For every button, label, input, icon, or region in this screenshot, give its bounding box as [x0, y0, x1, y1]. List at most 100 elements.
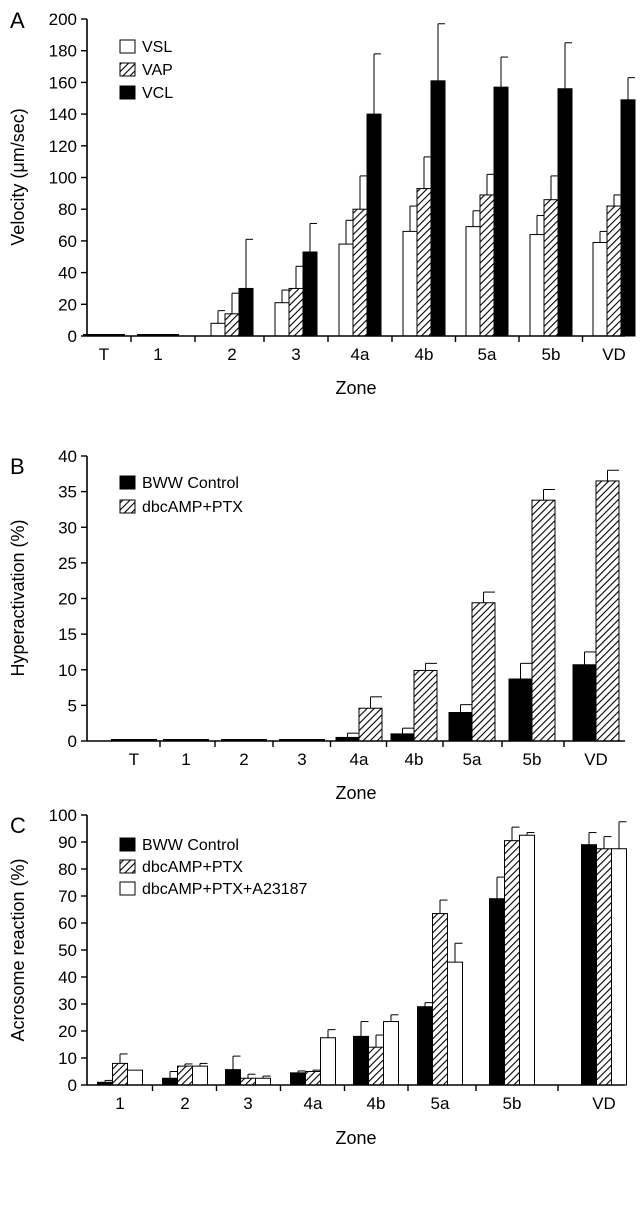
- bar-vcl-vd: [620, 99, 636, 337]
- bar-dbcamp-ptx-2: [177, 1065, 193, 1086]
- y-tick-label: 20: [58, 590, 77, 609]
- bar-vcl-5a: [493, 86, 509, 337]
- x-tick-label: 3: [297, 750, 306, 769]
- x-axis-title: Zone: [335, 1128, 376, 1148]
- bar-vsl-3: [274, 302, 290, 337]
- bar-dbcamp-ptx-5b: [504, 840, 520, 1086]
- legend-swatch-dbcamp-ptx-a23187: [119, 881, 136, 896]
- y-tick-label: 60: [58, 232, 77, 251]
- bar-dbcamp-ptx-4b: [368, 1046, 384, 1086]
- bar-vsl-4a: [338, 243, 354, 337]
- x-tick-label: 4a: [350, 750, 369, 769]
- legend-swatch-dbcamp-ptx: [119, 859, 136, 874]
- y-tick-label: 160: [49, 73, 77, 92]
- x-tick-label: VD: [584, 750, 608, 769]
- bar-vcl-4a: [366, 113, 382, 337]
- y-tick-label: 30: [58, 995, 77, 1014]
- bar-dbcamp-ptx-4b: [413, 669, 438, 742]
- legend-label-bww-control: BWW Control: [142, 475, 239, 492]
- y-axis-title: Acrosome reaction (%): [8, 858, 28, 1041]
- y-tick-label: 100: [49, 806, 77, 825]
- bar-dbcamp-ptx-vd: [596, 848, 612, 1086]
- panel-letter: C: [10, 813, 26, 838]
- y-tick-label: 25: [58, 554, 77, 573]
- x-tick-label: 5b: [542, 345, 561, 364]
- x-tick-label: VD: [592, 1094, 616, 1113]
- y-tick-label: 40: [58, 447, 77, 466]
- x-tick-label: 5a: [431, 1094, 450, 1113]
- bar-vap-5a: [479, 194, 495, 337]
- legend-label-dbcamp-ptx-a23187: dbcAMP+PTX+A23187: [142, 881, 308, 898]
- panel-a: A Velocity (μm/sec) Zone 0 20 40 60 80 100 120 140…: [8, 8, 636, 398]
- y-tick-label: 15: [58, 625, 77, 644]
- x-axis-title: Zone: [335, 783, 376, 803]
- bar-bww-control-3: [225, 1069, 241, 1086]
- legend-swatch-bww-control: [119, 475, 136, 490]
- bar-bww-control-vd: [581, 844, 597, 1086]
- bar-bww-control-4b: [353, 1035, 369, 1086]
- legend-swatch-vcl: [119, 85, 136, 100]
- y-tick-label: 0: [68, 732, 77, 751]
- y-tick-label: 20: [58, 295, 77, 314]
- bar-vap-5b: [543, 199, 559, 337]
- y-tick-label: 40: [58, 968, 77, 987]
- bar-vap-3: [288, 287, 304, 337]
- x-tick-label: 4b: [415, 345, 434, 364]
- bar-dbcamp-ptx-a23187-4a: [320, 1037, 336, 1086]
- bar-dbcamp-ptx-vd: [595, 480, 620, 742]
- legend-label-vap: VAP: [142, 62, 173, 79]
- bar-vcl-2: [238, 287, 254, 337]
- x-tick-label: 5b: [523, 750, 542, 769]
- bar-bww-control-4b: [390, 733, 415, 742]
- y-tick-label: 50: [58, 941, 77, 960]
- y-axis-title: Velocity (μm/sec): [8, 108, 28, 245]
- x-tick-label: 3: [291, 345, 300, 364]
- x-tick-label: 4b: [405, 750, 424, 769]
- y-tick-label: 60: [58, 914, 77, 933]
- bar-bww-control-5b: [508, 678, 533, 742]
- legend-label-dbcamp-ptx: dbcAMP+PTX: [142, 859, 243, 876]
- bar-dbcamp-ptx-a23187-4b: [383, 1021, 399, 1086]
- legend-label-vcl: VCL: [142, 85, 173, 102]
- bar-vsl-2: [210, 322, 226, 337]
- y-tick-label: 180: [49, 42, 77, 61]
- y-tick-label: 10: [58, 661, 77, 680]
- y-tick-label: 80: [58, 200, 77, 219]
- bar-bww-control-5a: [417, 1006, 433, 1086]
- panel-letter: A: [10, 8, 25, 33]
- bar-dbcamp-ptx-a23187-2: [192, 1065, 208, 1086]
- bar-dbcamp-ptx-5b: [531, 499, 556, 742]
- x-tick-label: 4a: [351, 345, 370, 364]
- y-tick-label: 120: [49, 137, 77, 156]
- bar-vap-vd: [606, 205, 622, 337]
- bar-dbcamp-ptx-a23187-3: [255, 1077, 271, 1086]
- x-tick-label: 2: [227, 345, 236, 364]
- x-tick-label: 5a: [463, 750, 482, 769]
- y-tick-label: 70: [58, 887, 77, 906]
- bar-bww-control-2: [162, 1077, 178, 1086]
- bar-vcl-3: [302, 251, 318, 337]
- y-tick-label: 100: [49, 169, 77, 188]
- legend-label-bww-control: BWW Control: [142, 837, 239, 854]
- bar-dbcamp-ptx-1: [112, 1062, 128, 1086]
- x-tick-label: 5b: [503, 1094, 522, 1113]
- legend-swatch-bww-control: [119, 837, 136, 852]
- y-axis-title: Hyperactivation (%): [8, 519, 28, 676]
- y-tick-label: 40: [58, 264, 77, 283]
- x-tick-label: T: [129, 750, 139, 769]
- bar-dbcamp-ptx-5a: [471, 602, 496, 742]
- bar-bww-control-5b: [489, 898, 505, 1086]
- x-tick-label: 1: [153, 345, 162, 364]
- legend-label-dbcamp-ptx: dbcAMP+PTX: [142, 499, 243, 516]
- bar-dbcamp-ptx-a23187-1: [127, 1069, 143, 1086]
- y-tick-label: 5: [68, 696, 77, 715]
- bar-vap-4a: [352, 208, 368, 337]
- bar-vsl-5a: [465, 226, 481, 337]
- bar-vsl-5b: [529, 234, 545, 337]
- bar-vcl-5b: [557, 88, 573, 337]
- x-tick-label: 4a: [304, 1094, 323, 1113]
- legend-swatch-vsl: [119, 39, 136, 54]
- bar-bww-control-5a: [448, 712, 473, 742]
- bar-dbcamp-ptx-a23187-5b: [519, 834, 535, 1086]
